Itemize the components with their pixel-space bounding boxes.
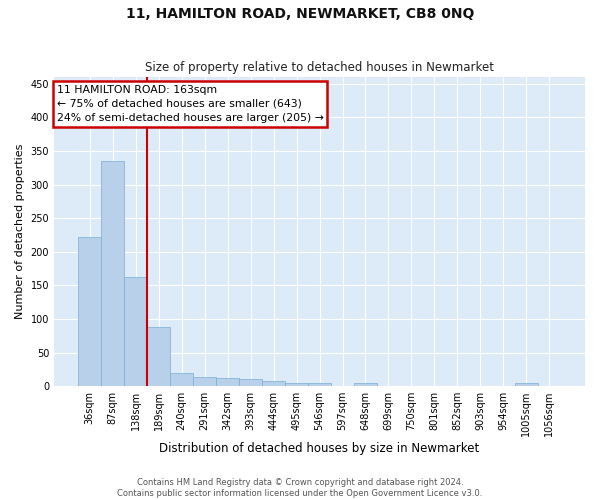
Bar — [101, 161, 124, 386]
Bar — [308, 383, 331, 386]
Bar — [515, 383, 538, 386]
Bar — [354, 383, 377, 386]
Bar — [124, 276, 147, 386]
X-axis label: Distribution of detached houses by size in Newmarket: Distribution of detached houses by size … — [160, 442, 479, 455]
Bar — [262, 381, 285, 386]
Bar — [285, 383, 308, 386]
Bar — [147, 327, 170, 386]
Bar — [216, 378, 239, 386]
Bar — [170, 373, 193, 386]
Bar — [193, 377, 216, 386]
Text: 11, HAMILTON ROAD, NEWMARKET, CB8 0NQ: 11, HAMILTON ROAD, NEWMARKET, CB8 0NQ — [126, 8, 474, 22]
Y-axis label: Number of detached properties: Number of detached properties — [15, 144, 25, 320]
Bar — [78, 237, 101, 386]
Bar — [239, 380, 262, 386]
Title: Size of property relative to detached houses in Newmarket: Size of property relative to detached ho… — [145, 62, 494, 74]
Text: 11 HAMILTON ROAD: 163sqm
← 75% of detached houses are smaller (643)
24% of semi-: 11 HAMILTON ROAD: 163sqm ← 75% of detach… — [56, 85, 323, 123]
Text: Contains HM Land Registry data © Crown copyright and database right 2024.
Contai: Contains HM Land Registry data © Crown c… — [118, 478, 482, 498]
